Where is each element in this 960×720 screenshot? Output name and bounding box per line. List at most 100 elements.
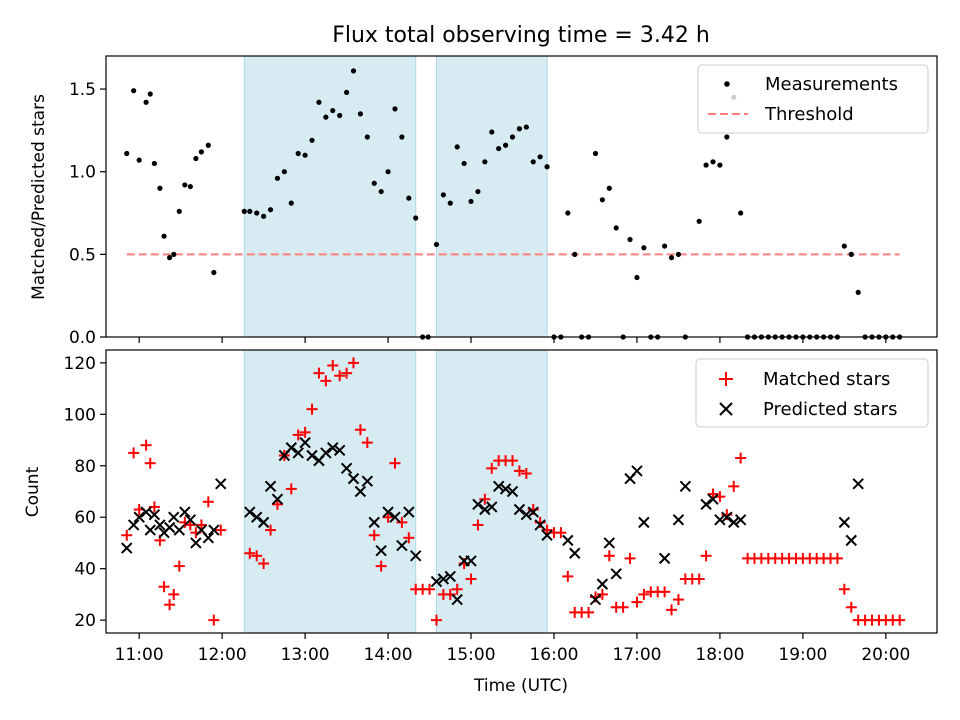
predicted-star-point	[168, 511, 180, 523]
matched-star-point	[513, 465, 525, 477]
predicted-star-point	[562, 534, 574, 547]
top-y-tick-label: 0.5	[69, 245, 96, 265]
predicted-star-point	[202, 532, 215, 544]
measurement-point	[447, 200, 453, 206]
measurement-point	[261, 213, 267, 219]
measurement-point	[309, 137, 315, 143]
predicted-star-point	[465, 555, 477, 567]
measurement-point	[274, 175, 281, 181]
predicted-star-point	[410, 550, 422, 562]
predicted-star-points	[121, 436, 864, 606]
bottom-x-tick-label: 14:00	[364, 645, 413, 665]
predicted-star-point	[589, 593, 602, 606]
measurement-point	[267, 207, 274, 213]
measurement-point	[855, 289, 861, 295]
predicted-star-point	[396, 539, 408, 552]
measurement-point	[193, 155, 199, 162]
measurement-point	[131, 88, 137, 94]
predicted-star-point	[173, 524, 185, 536]
predicted-star-point	[721, 511, 733, 523]
matched-star-point	[672, 594, 684, 606]
top-plot-frame	[105, 55, 938, 338]
matched-star-point	[195, 519, 207, 531]
bottom-y-tick-label: 60	[74, 508, 96, 528]
measurement-point	[406, 195, 412, 201]
bottom-y-tick-label: 80	[74, 457, 96, 477]
predicted-star-point	[527, 506, 539, 518]
bottom-y-tick-label: 120	[64, 354, 96, 374]
bottom-shaded-interval	[435, 349, 548, 634]
measurement-point	[572, 251, 578, 257]
predicted-star-point	[734, 514, 747, 526]
predicted-star-point	[707, 493, 719, 505]
measurement-point	[724, 134, 730, 140]
predicted-star-point	[264, 480, 277, 493]
predicted-star-point	[513, 503, 526, 516]
measurement-point	[254, 210, 260, 216]
predicted-star-point	[292, 447, 304, 459]
measurement-point	[703, 162, 709, 168]
measurement-point	[247, 208, 253, 214]
bottom-plot-frame	[105, 349, 938, 634]
bottom-legend-box	[695, 358, 929, 428]
matched-star-point	[666, 604, 678, 616]
top-y-axis: 0.0 0.5 1.0 1.5	[69, 80, 106, 348]
matched-star-point	[638, 588, 650, 600]
predicted-star-point	[163, 521, 176, 534]
measurement-point	[516, 126, 523, 132]
measurement-point	[281, 169, 287, 175]
measurement-point	[675, 251, 682, 257]
bottom-x-tick-label: 19:00	[778, 645, 827, 665]
bottom-legend: Matched stars Predicted stars	[695, 358, 929, 428]
predicted-star-point	[700, 498, 712, 511]
predicted-star-point	[133, 511, 145, 523]
matched-star-point	[465, 573, 477, 585]
measurement-point	[468, 198, 474, 205]
bottom-y-axis-label: Count	[23, 466, 43, 517]
predicted-star-point	[603, 537, 616, 549]
measurement-point	[205, 142, 211, 148]
measurement-point	[176, 208, 182, 214]
matched-star-point	[140, 439, 152, 451]
measurement-point	[187, 183, 193, 190]
measurement-point	[151, 160, 157, 167]
matched-star-point	[583, 606, 595, 618]
matched-star-point	[361, 437, 373, 449]
measurement-point	[198, 149, 205, 155]
measurement-point	[502, 142, 509, 148]
matched-star-point	[128, 447, 140, 459]
measurement-point	[482, 159, 488, 165]
matched-star-point	[424, 583, 436, 595]
matched-star-point	[164, 599, 176, 611]
predicted-star-point	[679, 480, 692, 493]
predicted-star-point	[541, 529, 553, 541]
matched-star-point	[168, 588, 180, 600]
predicted-star-point	[179, 506, 191, 518]
matched-star-point	[292, 429, 304, 441]
bottom-x-tick-label: 11:00	[115, 645, 164, 665]
predicted-star-point	[333, 444, 346, 457]
matched-star-point	[173, 560, 185, 572]
predicted-star-point	[121, 542, 133, 554]
predicted-star-point	[492, 480, 505, 493]
predicted-star-point	[852, 478, 864, 490]
matched-star-point	[320, 375, 332, 387]
bottom-x-axis: 11:00 12:00 13:00 14:00 15:00 16:00 17:00 18:00…	[115, 633, 910, 665]
measurement-point	[211, 269, 217, 276]
predicted-star-point	[472, 498, 484, 511]
measurement-point	[544, 164, 550, 170]
matched-star-point	[403, 532, 415, 544]
matched-star-point	[382, 511, 394, 523]
matched-star-point	[831, 552, 843, 564]
measurement-point	[523, 124, 529, 130]
matched-star-point	[215, 524, 227, 536]
predicted-star-point	[403, 506, 415, 518]
top-legend: Measurements Threshold	[697, 64, 929, 134]
predicted-star-point	[257, 516, 270, 529]
measurement-point	[143, 99, 149, 105]
predicted-star-point	[154, 519, 166, 531]
matched-star-point	[845, 601, 857, 613]
measurement-point	[530, 159, 536, 165]
legend-predicted-marker	[719, 402, 733, 416]
measurement-point	[167, 255, 173, 261]
